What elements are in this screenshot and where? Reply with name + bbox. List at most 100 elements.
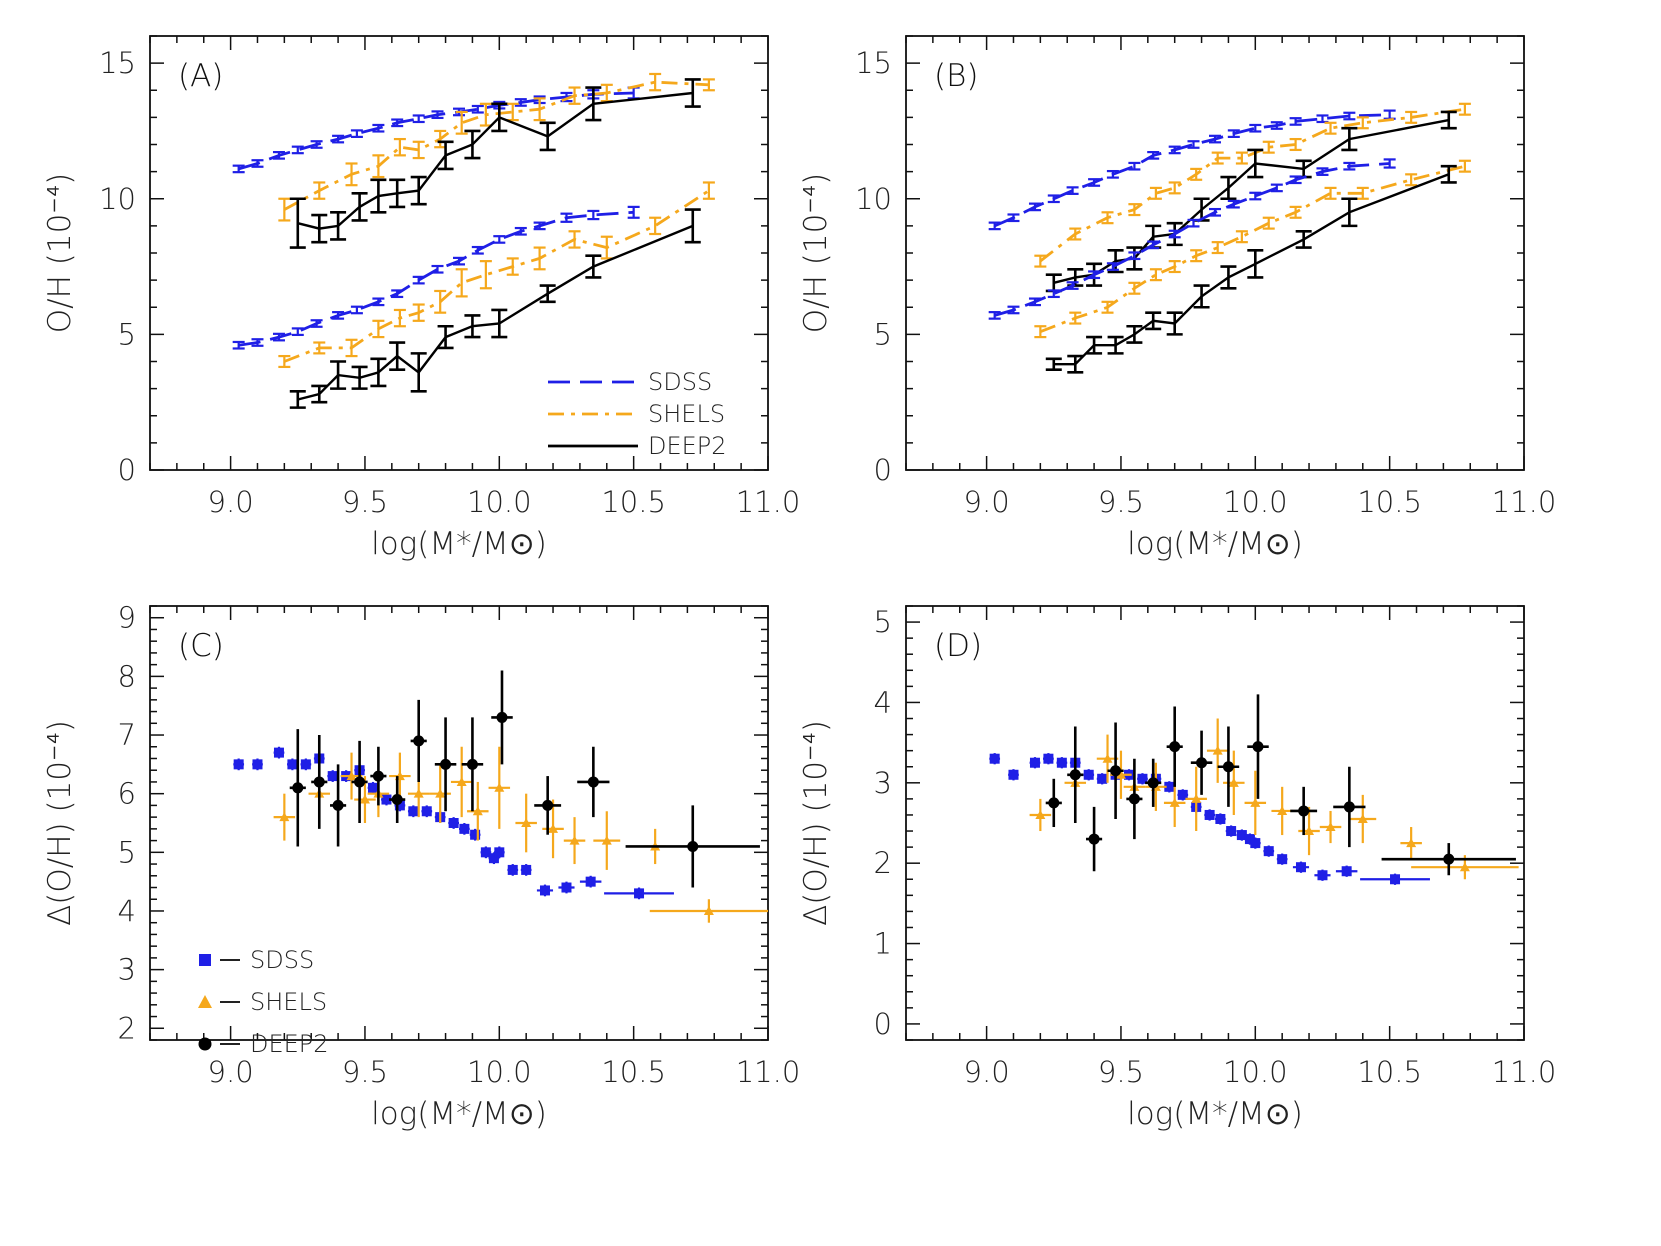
data-point-square <box>480 847 491 858</box>
data-point-triangle <box>472 806 483 816</box>
data-point-triangle <box>1228 777 1239 787</box>
data-point-square <box>327 771 338 782</box>
y-tick-label: 5 <box>118 835 136 869</box>
data-point-square <box>421 806 432 817</box>
y-tick-label: 0 <box>874 453 892 487</box>
data-point-circle <box>1069 769 1081 781</box>
data-point-triangle <box>548 823 559 833</box>
y-tick-label: 0 <box>118 453 136 487</box>
legend-label-sdss: SDSS <box>648 368 712 396</box>
legend <box>548 380 638 448</box>
x-tick-label: 10.0 <box>467 485 532 519</box>
data-point-triangle <box>601 835 612 845</box>
data-point-triangle <box>569 835 580 845</box>
plot-layer <box>149 35 1525 1051</box>
data-point-square <box>494 847 505 858</box>
x-tick-label: 10.5 <box>1357 485 1422 519</box>
data-point-square <box>1341 866 1352 877</box>
data-point-square <box>989 753 1000 764</box>
x-axis-label: log(M*/M⊙) <box>371 526 547 562</box>
x-axis-label: log(M*/M⊙) <box>371 1096 547 1132</box>
y-tick-label: 4 <box>874 685 892 719</box>
data-point-square <box>1244 834 1255 845</box>
series-deep2-lower <box>1045 164 1457 374</box>
data-point-triangle <box>494 782 505 792</box>
data-point-square <box>1083 769 1094 780</box>
x-tick-label: 10.0 <box>1223 485 1288 519</box>
y-tick-label: 2 <box>118 1011 136 1045</box>
y-tick-label: 6 <box>118 777 136 811</box>
y-tick-label: 15 <box>855 46 892 80</box>
data-point-circle <box>496 711 508 723</box>
data-point-circle <box>466 758 478 770</box>
series-line <box>1039 164 1466 334</box>
legend-label-shels: SHELS <box>648 400 725 428</box>
y-tick-label: 10 <box>99 182 136 216</box>
data-point-circle <box>313 776 325 788</box>
data-point-square <box>539 885 550 896</box>
data-point-square <box>1390 874 1401 885</box>
data-point-square <box>1097 773 1108 784</box>
data-point-square <box>488 853 499 864</box>
panel-c <box>149 605 769 1051</box>
data-point-circle <box>1110 765 1122 777</box>
series-sdss-lower <box>988 158 1396 320</box>
data-point-triangle <box>1250 797 1261 807</box>
data-point-circle <box>542 799 554 811</box>
data-point-square <box>1295 862 1306 873</box>
data-point-circle <box>1088 833 1100 845</box>
data-point-circle <box>1298 805 1310 817</box>
data-point-square <box>1137 773 1148 784</box>
data-point-square <box>561 882 572 893</box>
data-point-circle <box>440 758 452 770</box>
series-deep2 <box>289 670 760 888</box>
data-point-square <box>1317 870 1328 881</box>
data-point-square <box>448 818 459 828</box>
y-tick-label: 2 <box>874 846 892 880</box>
data-point-triangle <box>1102 753 1113 763</box>
data-point-square <box>1177 789 1188 800</box>
data-point-square <box>1043 753 1054 764</box>
data-point-square <box>507 864 518 875</box>
panel-d <box>905 605 1525 1041</box>
data-point-square <box>300 759 311 770</box>
x-tick-label: 9.0 <box>208 485 254 519</box>
data-point-square <box>368 782 379 793</box>
series-deep2-lower <box>289 208 701 409</box>
y-tick-label: 3 <box>874 766 892 800</box>
x-tick-label: 11.0 <box>736 1055 801 1089</box>
data-point-triangle <box>1115 769 1126 779</box>
series-deep2-upper <box>289 78 701 249</box>
data-point-circle <box>413 735 425 747</box>
data-point-circle <box>687 840 699 852</box>
y-tick-label: 10 <box>855 182 892 216</box>
y-tick-label: 7 <box>118 718 136 752</box>
legend-marker-shels <box>198 995 212 1008</box>
x-axis-label: log(M*/M⊙) <box>1127 1096 1303 1132</box>
y-tick-label: 3 <box>118 953 136 987</box>
panel-b <box>905 35 1525 471</box>
data-point-triangle <box>413 788 424 798</box>
data-point-square <box>459 823 470 834</box>
y-tick-label: 1 <box>874 927 892 961</box>
y-tick-label: 0 <box>874 1007 892 1041</box>
data-point-triangle <box>1169 797 1180 807</box>
data-point-square <box>394 800 405 811</box>
data-point-circle <box>354 776 366 788</box>
y-tick-label: 5 <box>874 605 892 639</box>
y-tick-label: 8 <box>118 659 136 693</box>
x-tick-label: 10.0 <box>1223 1055 1288 1089</box>
legend-label-deep2: DEEP2 <box>250 1030 329 1058</box>
data-point-square <box>273 747 284 758</box>
legend-marker-deep2 <box>198 1037 212 1051</box>
y-axis-label: Δ(O/H) (10⁻⁴) <box>798 720 834 926</box>
x-tick-label: 10.5 <box>1357 1055 1422 1089</box>
data-point-triangle <box>456 776 467 786</box>
data-point-square <box>1250 838 1261 849</box>
x-tick-label: 11.0 <box>1492 1055 1557 1089</box>
x-tick-label: 9.5 <box>1098 485 1144 519</box>
data-point-square <box>1215 813 1226 824</box>
legend-label-sdss: SDSS <box>250 946 314 974</box>
